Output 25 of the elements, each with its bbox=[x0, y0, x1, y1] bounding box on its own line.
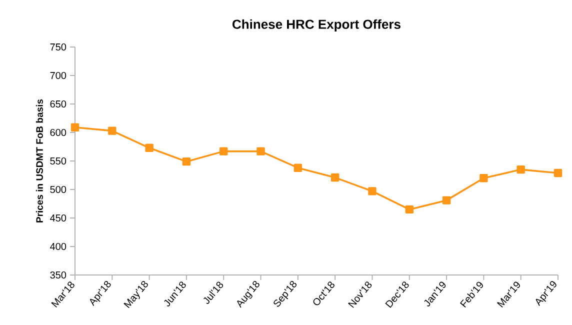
y-tick-label: 400 bbox=[50, 242, 66, 250]
chart-title: Chinese HRC Export Offers bbox=[232, 19, 400, 32]
point bbox=[442, 196, 451, 204]
y-axis-title: Prices in USDMT FoB basis bbox=[36, 99, 43, 222]
point bbox=[145, 144, 154, 152]
point bbox=[256, 147, 265, 156]
y-tick-label: 500 bbox=[50, 186, 66, 194]
y-tick-label: 350 bbox=[50, 271, 66, 279]
y-tick-label: 600 bbox=[50, 128, 66, 136]
y-tick-label: 550 bbox=[50, 157, 66, 165]
point bbox=[330, 173, 340, 182]
y-tick-label: 700 bbox=[50, 72, 66, 80]
point bbox=[108, 126, 116, 135]
y-tick-label: 750 bbox=[50, 43, 66, 51]
y-tick-label: 450 bbox=[50, 214, 66, 222]
point bbox=[182, 157, 191, 166]
point bbox=[294, 164, 302, 172]
point bbox=[516, 165, 525, 174]
point bbox=[70, 123, 80, 132]
point bbox=[554, 168, 562, 178]
y-tick-label: 650 bbox=[50, 100, 66, 108]
point bbox=[405, 205, 414, 214]
point bbox=[480, 174, 488, 182]
point bbox=[368, 187, 376, 196]
point bbox=[220, 147, 228, 156]
